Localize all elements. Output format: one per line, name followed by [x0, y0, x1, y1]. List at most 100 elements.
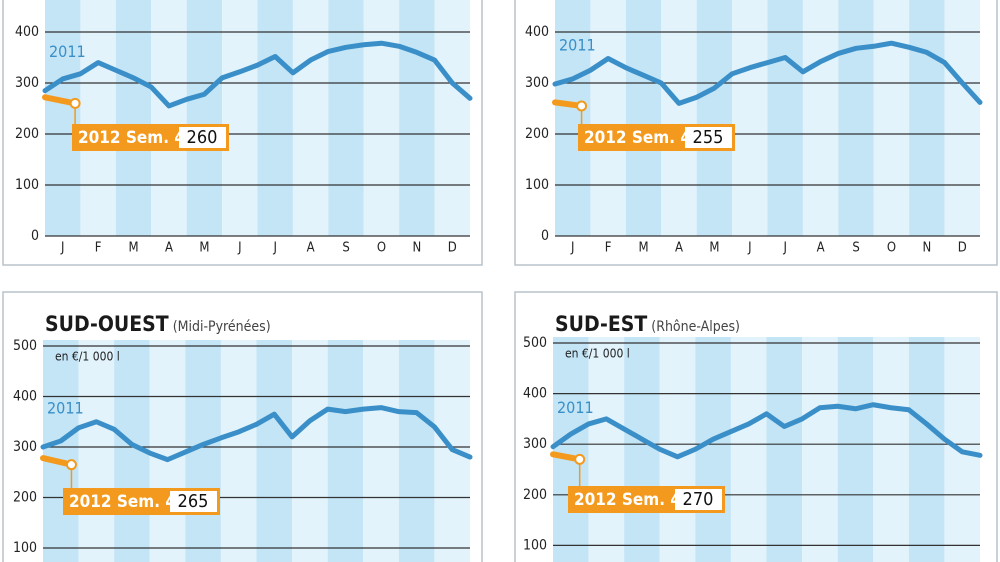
month-stripe [115, 0, 152, 236]
month-stripe [434, 0, 470, 236]
month-stripe [909, 0, 945, 236]
y-tick-label: 0 [31, 228, 39, 244]
month-stripe [186, 0, 223, 236]
chart-subtitle: (Midi-Pyrénées) [173, 319, 271, 335]
y-tick-label: 200 [523, 487, 547, 503]
y-tick-label: 400 [13, 389, 37, 405]
x-tick-label: O [377, 241, 386, 256]
annotation-value-box [170, 491, 217, 512]
y-tick-label: 500 [13, 338, 37, 354]
x-tick-label: A [817, 241, 825, 256]
month-stripe [661, 0, 697, 236]
month-stripe [873, 0, 910, 236]
current-point [574, 453, 586, 465]
month-stripe [695, 337, 731, 562]
month-stripe [80, 0, 116, 236]
unit-label: en €/1 000 l [55, 350, 120, 364]
month-stripe [624, 337, 660, 562]
month-stripe [43, 340, 79, 562]
y-tick-label: 200 [13, 490, 37, 506]
x-tick-label: J [60, 241, 64, 256]
x-tick-label: S [342, 241, 349, 256]
annotation-label: 2012 Sem. 4 [574, 490, 681, 510]
x-tick-label: J [782, 241, 786, 256]
x-tick-label: A [165, 241, 173, 256]
month-stripe [802, 0, 839, 236]
series-line [40, 405, 473, 463]
y-tick-label: 200 [15, 126, 39, 142]
series-line [550, 402, 983, 460]
month-stripe [222, 0, 258, 236]
annotation-value: 265 [178, 491, 209, 512]
x-tick-label: N [923, 241, 932, 256]
x-tick-label: M [709, 241, 719, 256]
y-tick-label: 100 [523, 537, 547, 553]
y-tick-label: 300 [13, 439, 37, 455]
x-tick-label: D [958, 241, 967, 256]
y-tick-label: 200 [525, 126, 549, 142]
month-stripe [220, 340, 257, 562]
annotation-value-box [675, 489, 722, 510]
month-stripe [399, 0, 435, 236]
month-stripe [151, 0, 187, 236]
annotation-label: 2012 Sem. 4 [69, 492, 176, 512]
x-tick-label: M [128, 241, 138, 256]
annotation-value: 260 [187, 127, 218, 148]
current-point [576, 100, 588, 112]
y-tick-label: 500 [523, 335, 547, 351]
annotation-value-box [685, 127, 732, 148]
y-tick-label: 100 [13, 540, 37, 556]
x-tick-label: J [570, 241, 574, 256]
annotation-label: 2012 Sem. 4 [584, 128, 691, 148]
x-tick-label: J [272, 241, 276, 256]
month-stripe [837, 337, 874, 562]
unit-label: en €/1 000 l [565, 347, 630, 361]
month-stripe [802, 337, 838, 562]
month-stripe [292, 340, 328, 562]
x-tick-label: M [638, 241, 648, 256]
annotation-value: 255 [693, 127, 724, 148]
x-tick-label: M [199, 241, 209, 256]
series-label: 2011 [557, 398, 594, 417]
month-stripe [328, 0, 364, 236]
x-tick-label: F [95, 241, 102, 256]
month-stripe [363, 340, 399, 562]
month-stripe [588, 337, 625, 562]
annotation-label: 2012 Sem. 4 [78, 128, 185, 148]
month-stripe [149, 340, 186, 562]
annotation-value: 270 [683, 489, 714, 510]
month-stripe [292, 0, 329, 236]
month-stripe [732, 0, 768, 236]
month-stripe [730, 337, 767, 562]
month-stripe [944, 0, 980, 236]
month-stripe [257, 0, 293, 236]
month-stripe [553, 337, 589, 562]
x-tick-label: A [675, 241, 683, 256]
x-tick-label: O [887, 241, 896, 256]
y-tick-label: 100 [15, 177, 39, 193]
month-stripe [590, 0, 626, 236]
y-tick-label: 300 [525, 75, 549, 91]
y-tick-label: 400 [523, 386, 547, 402]
y-tick-label: 0 [541, 228, 549, 244]
x-tick-label: F [605, 241, 612, 256]
month-stripe [766, 337, 803, 562]
x-tick-label: S [852, 241, 859, 256]
month-stripe [555, 0, 591, 236]
month-stripe [363, 0, 400, 236]
y-tick-label: 300 [523, 436, 547, 452]
x-tick-label: N [413, 241, 422, 256]
x-tick-label: A [307, 241, 315, 256]
x-tick-label: J [747, 241, 751, 256]
y-tick-label: 400 [15, 24, 39, 40]
x-tick-label: J [237, 241, 241, 256]
month-stripe [78, 340, 115, 562]
annotation-value-box [179, 127, 226, 148]
current-point [69, 97, 81, 109]
y-tick-label: 100 [525, 177, 549, 193]
y-tick-label: 400 [525, 24, 549, 40]
current-point [65, 459, 77, 471]
series-label: 2011 [47, 399, 84, 418]
chart-title: SUD-OUEST [45, 312, 169, 336]
month-stripe [908, 337, 945, 562]
